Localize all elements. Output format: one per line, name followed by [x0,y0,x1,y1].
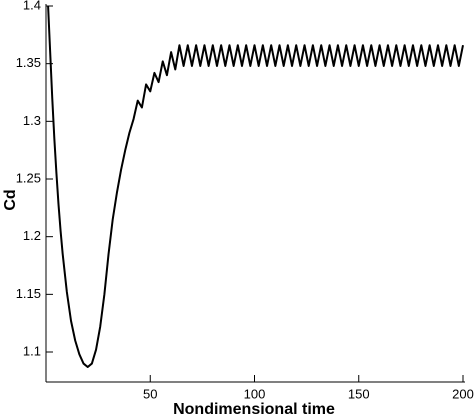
y-tick-label: 1.25 [16,170,41,185]
x-tick-label: 50 [143,386,157,401]
y-tick-label: 1.4 [23,0,41,12]
y-tick-label: 1.1 [23,343,41,358]
y-tick-label: 1.2 [23,228,41,243]
data-line [47,5,464,369]
x-axis-label: Nondimensional time [173,401,335,418]
y-tick-label: 1.15 [16,286,41,301]
y-axis-label: Cd [2,189,19,210]
x-tick-label: 150 [348,386,370,401]
y-tick-label: 1.3 [23,113,41,128]
x-tick-label: 100 [244,386,266,401]
y-tick-label: 1.35 [16,55,41,70]
x-tick-label: 200 [452,386,474,401]
